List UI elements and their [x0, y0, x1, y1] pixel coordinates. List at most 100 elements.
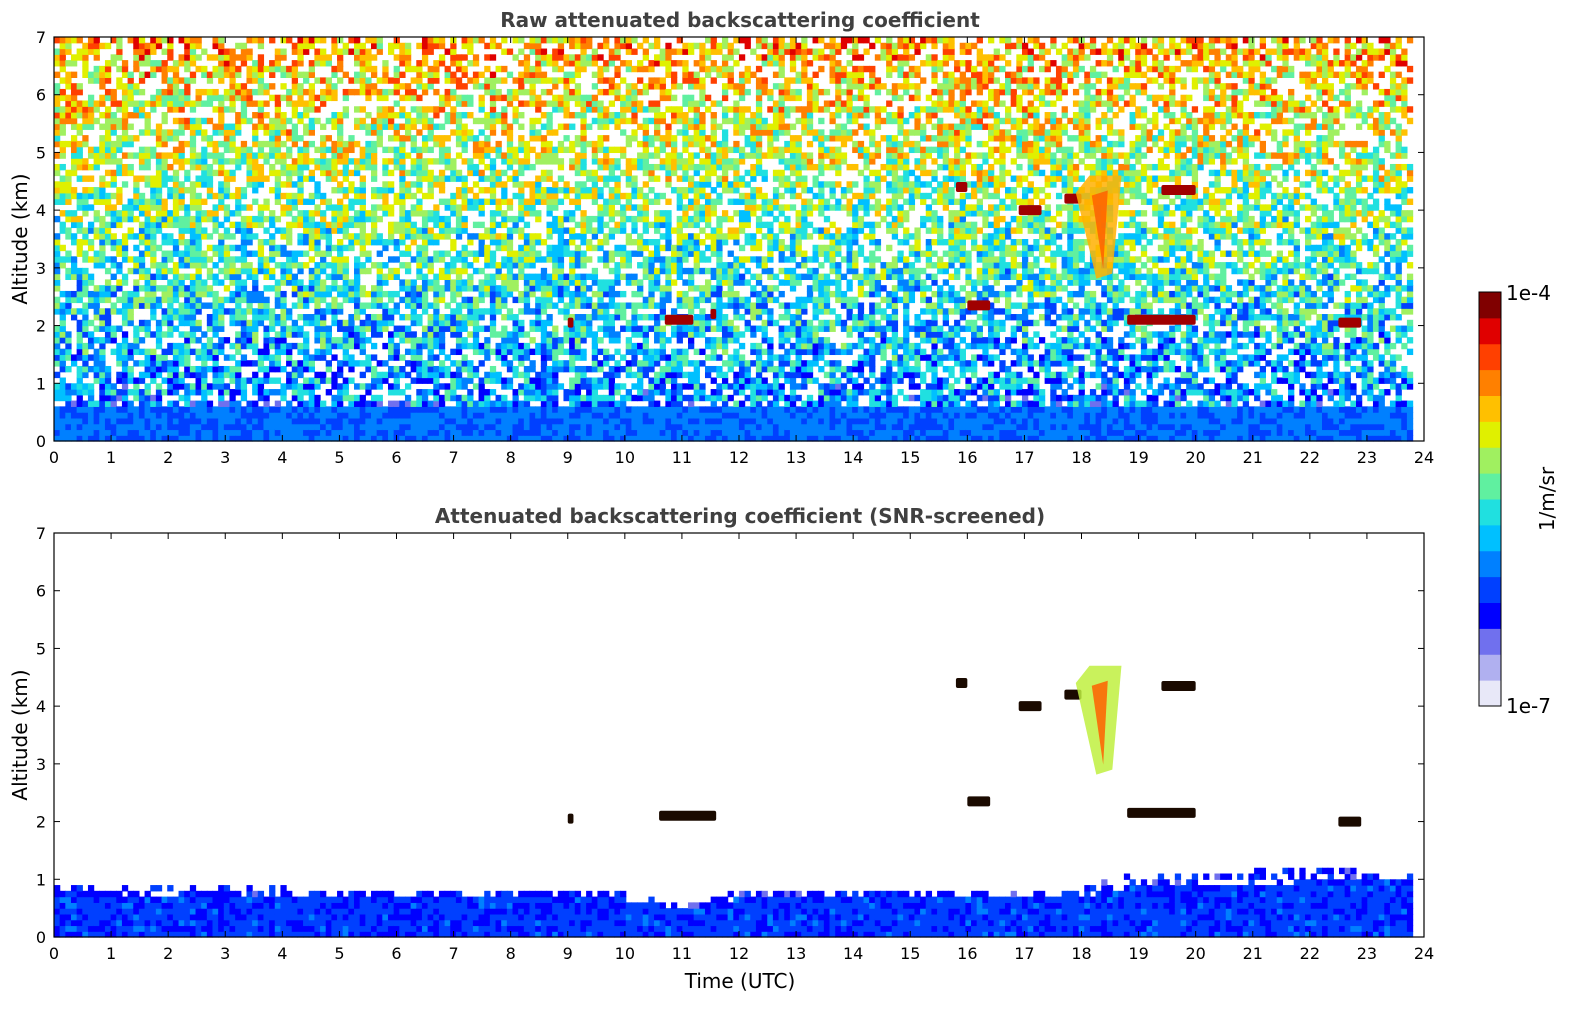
heatmap-cell: [625, 37, 632, 44]
heatmap-cell: [252, 429, 259, 436]
heatmap-cell: [501, 48, 508, 55]
heatmap-cell: [506, 135, 514, 142]
heatmap-cell: [557, 239, 565, 246]
heatmap-cell: [291, 290, 299, 298]
heatmap-cell: [410, 221, 417, 229]
heatmap-cell: [557, 365, 565, 373]
heatmap-cell: [484, 163, 491, 171]
heatmap-cell: [450, 267, 457, 275]
heatmap-cell: [546, 129, 553, 136]
heatmap-cell: [354, 106, 361, 113]
heatmap-cell: [501, 65, 508, 73]
heatmap-cell: [104, 210, 112, 217]
heatmap-cell: [167, 325, 174, 332]
heatmap-cell: [620, 423, 627, 431]
heatmap-cell: [297, 262, 304, 269]
heatmap-cell: [331, 435, 338, 442]
heatmap-cell: [167, 77, 174, 84]
heatmap-cell: [201, 342, 208, 350]
heatmap-cell: [371, 88, 378, 96]
heatmap-cell: [359, 123, 366, 130]
heatmap-cell: [625, 423, 632, 431]
heatmap-cell: [303, 233, 310, 240]
heatmap-cell: [484, 337, 491, 344]
heatmap-cell: [354, 60, 361, 67]
heatmap-cell: [359, 65, 366, 73]
heatmap-cell: [387, 383, 395, 390]
heatmap-cell: [625, 417, 632, 425]
heatmap-cell: [82, 371, 89, 379]
heatmap-cell: [127, 94, 134, 102]
heatmap-cell: [167, 42, 174, 50]
heatmap-cell: [235, 146, 242, 154]
heatmap-cell: [574, 285, 582, 292]
heatmap-cell: [212, 423, 219, 431]
heatmap-cell: [178, 215, 185, 223]
heatmap-cell: [478, 129, 485, 136]
heatmap-cell: [625, 365, 632, 373]
heatmap-cell: [246, 400, 253, 407]
heatmap-cell: [144, 221, 151, 229]
heatmap-cell: [133, 383, 140, 390]
heatmap-cell: [529, 135, 536, 142]
heatmap-cell: [235, 221, 242, 229]
heatmap-cell: [65, 233, 72, 240]
heatmap-cell: [308, 354, 315, 361]
heatmap-cell: [76, 290, 83, 298]
heatmap-cell: [167, 192, 174, 200]
heatmap-cell: [478, 279, 485, 286]
heatmap-cell: [546, 337, 553, 344]
heatmap-cell: [297, 267, 304, 275]
heatmap-cell: [461, 112, 468, 119]
heatmap-cell: [76, 146, 83, 154]
heatmap-cell: [416, 71, 423, 78]
heatmap-cell: [127, 377, 134, 384]
heatmap-cell: [506, 377, 514, 384]
heatmap-cell: [382, 181, 389, 188]
heatmap-cell: [59, 37, 66, 44]
heatmap-cell: [438, 394, 446, 402]
heatmap-cell: [121, 412, 129, 419]
heatmap-cell: [518, 140, 525, 148]
heatmap-cell: [65, 210, 72, 217]
heatmap-cell: [257, 54, 265, 61]
heatmap-cell: [387, 412, 395, 419]
heatmap-cell: [93, 233, 100, 240]
heatmap-cell: [348, 331, 355, 338]
heatmap-cell: [467, 233, 474, 240]
heatmap-cell: [393, 65, 400, 73]
heatmap-cell: [608, 296, 616, 304]
heatmap-cell: [116, 187, 123, 194]
heatmap-cell: [574, 394, 582, 402]
heatmap-cell: [320, 319, 327, 327]
heatmap-cell: [438, 423, 446, 431]
heatmap-cell: [410, 279, 417, 286]
heatmap-cell: [546, 204, 553, 211]
heatmap-cell: [189, 71, 197, 78]
heatmap-cell: [625, 337, 632, 344]
heatmap-cell: [70, 83, 78, 90]
heatmap-cell: [303, 163, 310, 171]
heatmap-cell: [291, 106, 299, 113]
heatmap-cell: [246, 360, 253, 367]
heatmap-cell: [478, 314, 485, 321]
heatmap-cell: [280, 94, 287, 102]
heatmap-cell: [376, 400, 383, 407]
heatmap-cell: [240, 383, 248, 390]
heatmap-cell: [410, 290, 417, 298]
heatmap-cell: [240, 100, 248, 107]
heatmap-cell: [223, 417, 231, 425]
heatmap-cell: [121, 417, 129, 425]
heatmap-cell: [512, 314, 519, 321]
heatmap-cell: [263, 198, 270, 205]
heatmap-cell: [82, 435, 89, 442]
heatmap-cell: [535, 42, 542, 50]
heatmap-cell: [501, 377, 508, 384]
heatmap-cell: [263, 175, 270, 182]
heatmap-cell: [167, 377, 174, 384]
heatmap-cell: [121, 83, 129, 90]
heatmap-cell: [495, 233, 502, 240]
heatmap-cell: [427, 331, 434, 338]
heatmap-cell: [506, 100, 514, 107]
heatmap-cell: [121, 65, 129, 73]
